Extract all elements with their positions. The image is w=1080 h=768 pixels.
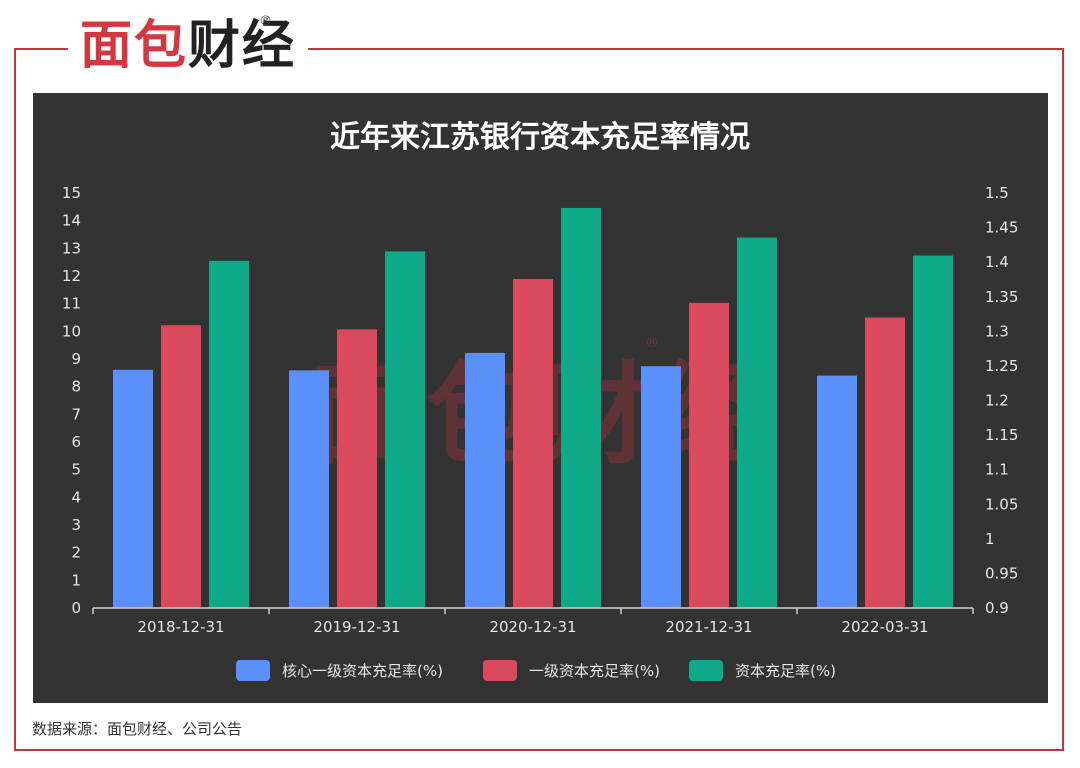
legend-label-2: 一级资本充足率(%) bbox=[529, 662, 660, 680]
logo-text-part1: 面包 bbox=[80, 16, 189, 76]
y-left-tick-label: 9 bbox=[71, 350, 81, 368]
logo-text-part2: 财经 bbox=[188, 16, 297, 76]
y-right-tick-label: 1 bbox=[985, 530, 995, 548]
x-tick-label: 2020-12-31 bbox=[489, 618, 576, 636]
legend-swatch-3 bbox=[689, 660, 723, 681]
y-left-tick-label: 15 bbox=[62, 184, 81, 202]
bar-1-4 bbox=[641, 366, 681, 608]
y-right-tick-label: 1.25 bbox=[985, 357, 1018, 375]
bar-3-1 bbox=[209, 260, 249, 608]
bar-3-3 bbox=[561, 207, 601, 608]
y-left-tick-label: 14 bbox=[62, 212, 81, 230]
y-right-tick-label: 1.2 bbox=[985, 392, 1009, 410]
bar-chart: 面包财经®近年来江苏银行资本充足率情况012345678910111213141… bbox=[62, 120, 1018, 681]
bar-3-5 bbox=[913, 255, 953, 608]
bar-2-5 bbox=[865, 317, 905, 608]
x-tick-label: 2019-12-31 bbox=[313, 618, 400, 636]
bar-1-1 bbox=[113, 369, 153, 608]
y-left-tick-label: 8 bbox=[71, 378, 81, 396]
y-left-tick-label: 10 bbox=[62, 322, 81, 340]
y-left-tick-label: 5 bbox=[71, 461, 81, 479]
y-right-tick-label: 1.5 bbox=[985, 184, 1009, 202]
bar-2-4 bbox=[689, 302, 729, 608]
y-left-tick-label: 6 bbox=[71, 433, 81, 451]
source-note: 数据来源：面包财经、公司公告 bbox=[32, 720, 243, 738]
bar-3-4 bbox=[737, 237, 777, 608]
frame-border bbox=[14, 48, 1064, 751]
legend-swatch-2 bbox=[483, 660, 517, 681]
legend-label-1: 核心一级资本充足率(%) bbox=[282, 662, 443, 680]
y-left-tick-label: 2 bbox=[71, 544, 81, 562]
legend-label-3: 资本充足率(%) bbox=[735, 662, 836, 680]
y-right-tick-label: 1.4 bbox=[985, 253, 1009, 271]
bar-1-5 bbox=[817, 375, 857, 608]
y-right-tick-label: 1.15 bbox=[985, 426, 1018, 444]
y-right-tick-label: 0.95 bbox=[985, 564, 1018, 582]
y-left-tick-label: 4 bbox=[71, 488, 81, 506]
y-left-tick-label: 13 bbox=[62, 239, 81, 257]
y-left-tick-label: 1 bbox=[71, 571, 81, 589]
y-right-tick-label: 1.3 bbox=[985, 322, 1009, 340]
y-left-tick-label: 7 bbox=[71, 405, 81, 423]
bar-2-3 bbox=[513, 279, 553, 608]
bar-3-2 bbox=[385, 251, 425, 609]
y-left-tick-label: 3 bbox=[71, 516, 81, 534]
registered-mark: ® bbox=[259, 14, 273, 29]
bar-1-3 bbox=[465, 352, 505, 608]
y-right-tick-label: 1.1 bbox=[985, 461, 1009, 479]
watermark-registered-mark: ® bbox=[645, 335, 659, 351]
brand-logo: 面包财经 ® bbox=[68, 14, 309, 78]
y-left-tick-label: 0 bbox=[71, 599, 81, 617]
x-tick-label: 2018-12-31 bbox=[137, 618, 224, 636]
bar-2-1 bbox=[161, 325, 201, 608]
y-right-tick-label: 1.45 bbox=[985, 219, 1018, 237]
y-left-tick-label: 12 bbox=[62, 267, 81, 285]
bar-1-2 bbox=[289, 370, 329, 608]
y-right-tick-label: 0.9 bbox=[985, 599, 1009, 617]
chart-title: 近年来江苏银行资本充足率情况 bbox=[330, 120, 750, 155]
bar-2-2 bbox=[337, 329, 377, 608]
legend-swatch-1 bbox=[236, 660, 270, 681]
y-left-tick-label: 11 bbox=[62, 295, 81, 313]
chart-panel: 面包财经®近年来江苏银行资本充足率情况012345678910111213141… bbox=[33, 93, 1048, 703]
x-tick-label: 2022-03-31 bbox=[841, 618, 928, 636]
x-tick-label: 2021-12-31 bbox=[665, 618, 752, 636]
y-right-tick-label: 1.05 bbox=[985, 495, 1018, 513]
y-right-tick-label: 1.35 bbox=[985, 288, 1018, 306]
